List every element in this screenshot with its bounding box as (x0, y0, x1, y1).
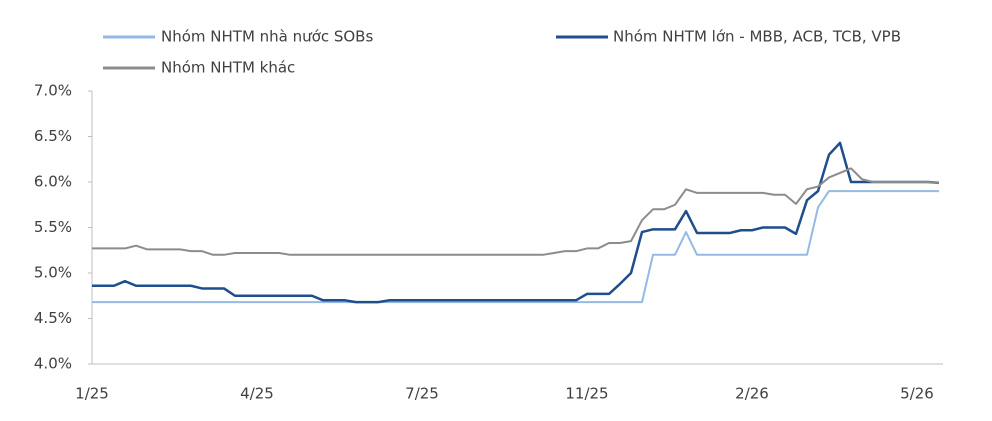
series-line (92, 190, 939, 304)
x-tick-label: 11/25 (565, 385, 608, 403)
y-tick-label: 4.0% (34, 355, 72, 373)
series-line (92, 167, 940, 256)
y-tick-label: 6.5% (34, 127, 72, 145)
x-tick-label: 5/26 (900, 385, 934, 403)
x-tick-label: 1/25 (75, 385, 109, 403)
x-tick-label: 7/25 (405, 385, 439, 403)
y-tick-label: 7.0% (34, 82, 72, 100)
series-line (92, 141, 940, 304)
y-tick-label: 4.5% (34, 309, 72, 327)
legend-label: Nhóm NHTM nhà nước SOBs (161, 28, 373, 46)
legend-label: Nhóm NHTM lớn - MBB, ACB, TCB, VPB (613, 28, 901, 46)
legend-label: Nhóm NHTM khác (161, 59, 295, 77)
x-tick-label: 2/26 (735, 385, 769, 403)
x-tick-label: 4/25 (240, 385, 274, 403)
y-tick-label: 6.0% (34, 173, 72, 191)
y-tick-label: 5.0% (34, 264, 72, 282)
y-tick-label: 5.5% (34, 218, 72, 236)
